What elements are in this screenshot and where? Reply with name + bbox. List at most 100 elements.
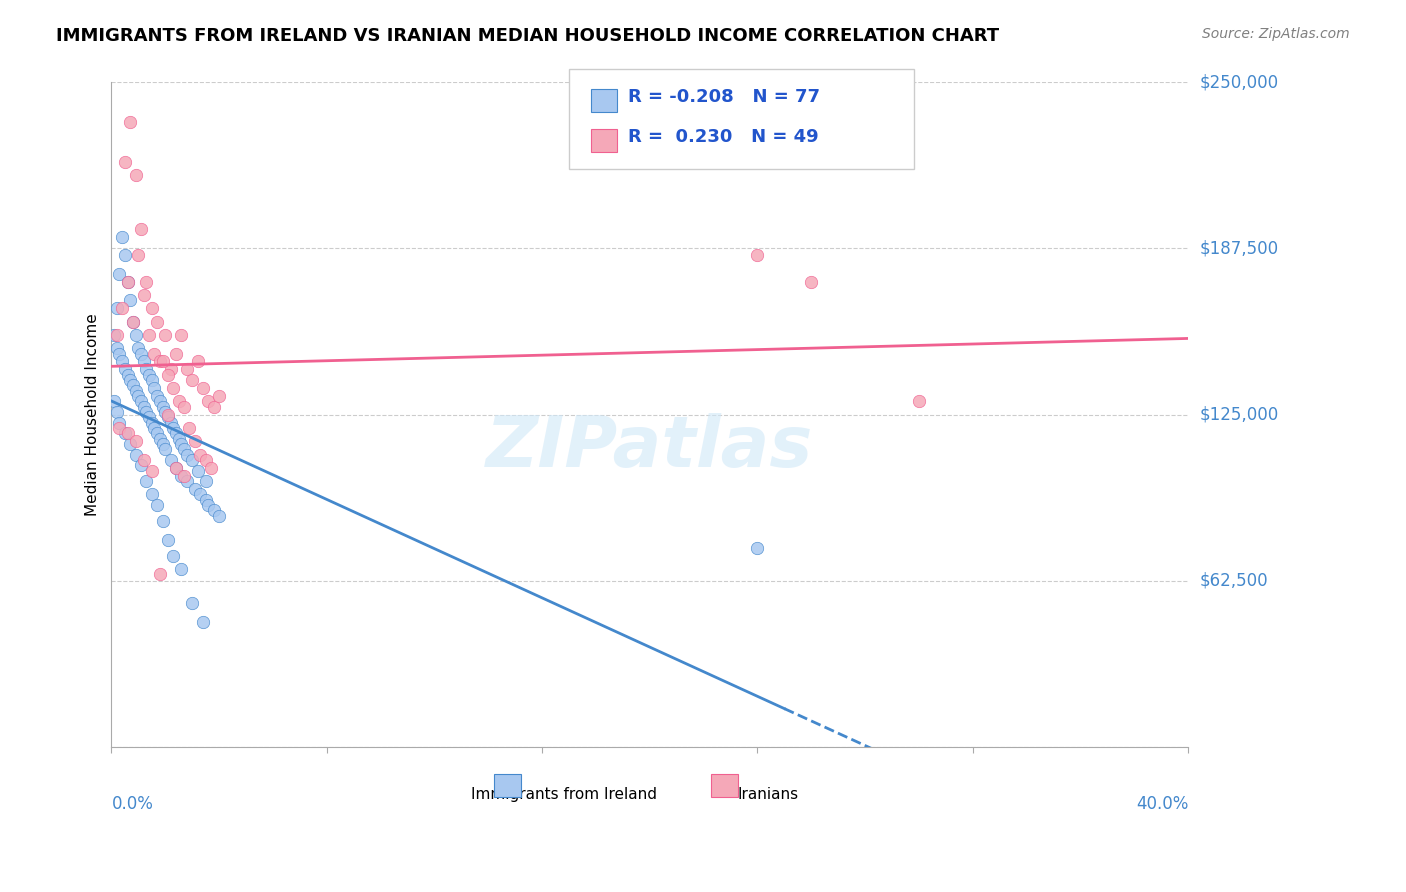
Point [105,327,128,342]
Point [165,461,187,475]
Point [191,615,214,629]
Point [165,426,187,441]
Text: 0.0%: 0.0% [111,795,153,813]
Text: IMMIGRANTS FROM IRELAND VS IRANIAN MEDIAN HOUSEHOLD INCOME CORRELATION CHART: IMMIGRANTS FROM IRELAND VS IRANIAN MEDIA… [56,27,1000,45]
Point [108,416,131,430]
Point [124,327,146,342]
Point [143,346,166,360]
Point [138,327,160,342]
Point [114,155,136,169]
Point [162,421,184,435]
Point [159,453,181,467]
Point [127,341,149,355]
Point [122,315,145,329]
Point [176,362,198,376]
Point [170,562,193,576]
Point [143,381,166,395]
Point [188,487,211,501]
Point [152,514,174,528]
Point [120,437,142,451]
Point [111,354,134,368]
Point [124,434,146,449]
Point [132,354,155,368]
Point [129,346,152,360]
Text: Iranians: Iranians [738,787,799,802]
Point [120,293,142,308]
Text: Source: ZipAtlas.com: Source: ZipAtlas.com [1202,27,1350,41]
Point [132,400,155,414]
Point [165,461,187,475]
Point [187,463,209,477]
Point [127,389,149,403]
Point [181,373,204,387]
Point [105,301,128,316]
Point [135,405,157,419]
Point [208,508,231,523]
Point [149,354,172,368]
Point [105,405,128,419]
Point [170,327,193,342]
Point [117,275,139,289]
Point [155,405,177,419]
Point [179,421,201,435]
Text: $250,000: $250,000 [1199,73,1278,91]
Point [184,482,207,496]
Point [155,442,177,457]
Point [141,373,163,387]
Point [188,448,211,462]
Text: $125,000: $125,000 [1199,406,1278,424]
Point [120,373,142,387]
FancyBboxPatch shape [591,128,617,152]
Point [122,315,145,329]
Point [159,362,181,376]
Point [146,315,169,329]
Point [103,327,125,342]
Point [194,492,217,507]
Point [155,327,177,342]
Point [138,410,160,425]
Point [152,354,174,368]
Point [120,115,142,129]
Point [156,533,179,547]
Point [108,346,131,360]
Point [908,394,931,409]
Point [176,474,198,488]
Point [202,503,225,517]
Point [149,394,172,409]
Point [114,248,136,262]
Point [117,275,139,289]
Point [141,416,163,430]
Point [173,468,195,483]
Point [194,453,217,467]
Point [162,549,184,563]
Point [170,437,193,451]
Point [132,288,155,302]
Point [146,498,169,512]
Point [127,248,149,262]
Point [200,461,222,475]
Point [111,301,134,316]
FancyBboxPatch shape [494,773,520,797]
Point [184,434,207,449]
Point [124,448,146,462]
Text: Immigrants from Ireland: Immigrants from Ireland [471,787,657,802]
Point [165,346,187,360]
Text: $187,500: $187,500 [1199,239,1278,258]
Point [156,410,179,425]
Point [135,474,157,488]
Point [747,541,769,555]
Point [194,474,217,488]
Point [141,301,163,316]
Point [114,426,136,441]
Point [197,498,219,512]
Point [176,448,198,462]
Point [181,597,204,611]
Point [117,426,139,441]
Point [149,432,172,446]
Point [129,458,152,473]
Point [117,368,139,382]
Point [156,408,179,422]
Point [191,381,214,395]
Point [156,368,179,382]
Point [135,275,157,289]
